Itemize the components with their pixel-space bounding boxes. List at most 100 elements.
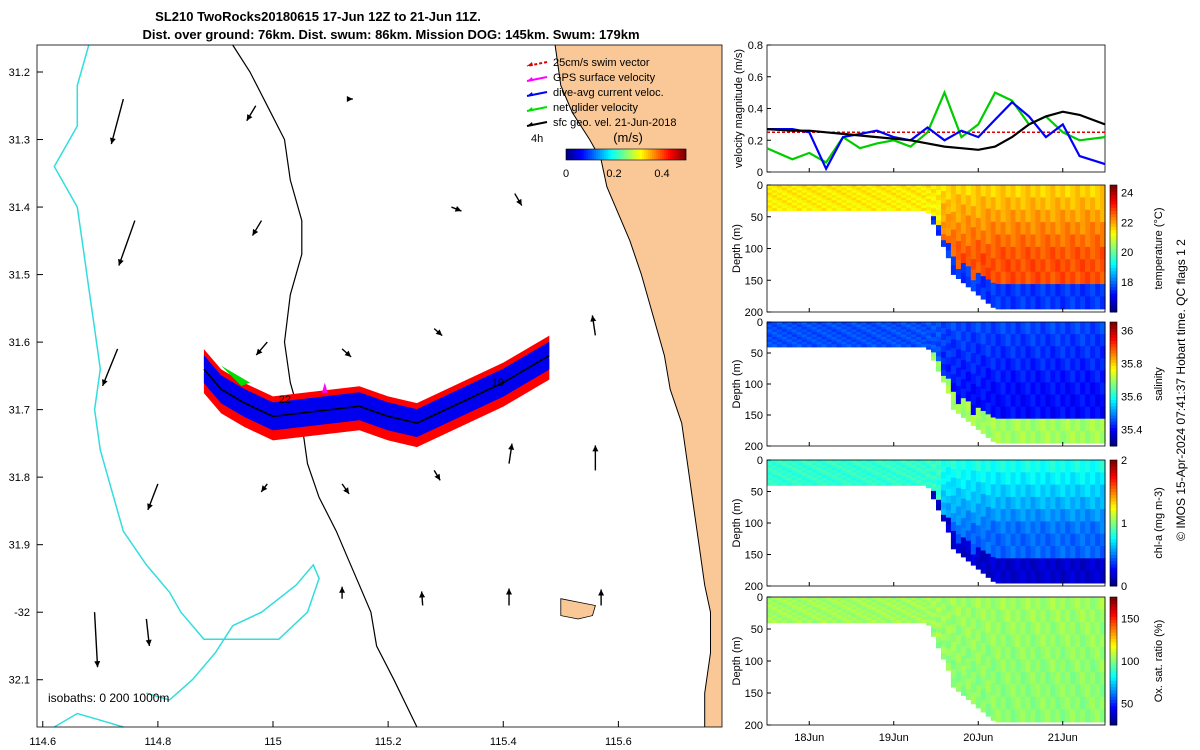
section-cell <box>891 460 897 464</box>
section-cell <box>1015 406 1022 420</box>
lon-tick-label: 115 <box>264 736 282 748</box>
section-cell <box>836 617 843 621</box>
section-cell <box>921 604 927 608</box>
section-cell <box>936 489 942 496</box>
section-cell <box>990 209 997 223</box>
section-cell <box>826 607 833 611</box>
section-cell <box>1045 570 1051 584</box>
colorbar-cell <box>598 149 601 160</box>
section-cell <box>931 620 937 626</box>
section-cell <box>801 467 808 471</box>
section-cell <box>791 324 798 328</box>
section-cell <box>995 382 1002 396</box>
section-cell <box>786 460 793 464</box>
section-cell <box>836 207 843 211</box>
section-cell <box>866 192 872 196</box>
section-cell <box>1050 322 1056 335</box>
section-cell <box>836 460 843 464</box>
section-cell <box>1095 696 1101 710</box>
section-cell <box>931 463 937 469</box>
section-cell <box>896 324 902 328</box>
section-cell <box>816 190 823 194</box>
section-cell <box>975 619 982 631</box>
section-cell <box>886 599 892 603</box>
section-cell <box>846 344 853 348</box>
section-cell <box>881 467 887 471</box>
section-cell <box>1065 597 1071 611</box>
section-cell <box>772 329 778 333</box>
section-cell <box>945 364 952 373</box>
section-cell <box>1045 209 1051 223</box>
colorbar-cell <box>642 149 645 160</box>
section-cell <box>856 604 863 608</box>
section-cell <box>846 207 853 211</box>
section-cell <box>851 331 858 335</box>
lat-tick-label: 31.5 <box>9 270 30 282</box>
section-cell <box>1090 346 1096 359</box>
section-cell <box>1060 284 1066 298</box>
section-cell <box>916 599 922 603</box>
section-cell <box>936 465 942 471</box>
colorbar-cell <box>1110 638 1117 643</box>
section-cell <box>970 404 977 416</box>
section-cell <box>1030 271 1036 285</box>
section-cell <box>985 208 992 221</box>
section-cell <box>891 207 897 211</box>
section-cell <box>831 341 838 345</box>
section-cell <box>801 185 808 189</box>
section-cell <box>1060 521 1066 535</box>
section-cell <box>806 602 813 606</box>
section-cell <box>1050 246 1056 260</box>
section-cell <box>926 204 932 208</box>
section-cell <box>821 339 828 343</box>
section-cell <box>941 609 947 617</box>
section-cell <box>941 634 947 641</box>
section-cell <box>901 329 907 333</box>
section-cell <box>1055 296 1061 310</box>
section-cell <box>911 477 917 481</box>
section-cell <box>960 233 967 245</box>
colorbar-cell <box>1110 696 1117 700</box>
colorbar-cell <box>1110 478 1117 483</box>
section-cell <box>851 607 858 611</box>
section-cell <box>1090 271 1096 285</box>
section-cell <box>841 480 848 484</box>
section-cell <box>821 192 828 196</box>
section-cell <box>826 614 833 619</box>
section-cell <box>916 190 922 194</box>
section-cell <box>841 336 848 340</box>
section-cell <box>985 279 992 292</box>
section-cell <box>841 477 848 481</box>
section-cell <box>980 561 987 574</box>
section-cell <box>786 462 793 466</box>
section-cell <box>1065 570 1071 584</box>
section-cell <box>1090 646 1096 660</box>
colorbar-tick-label: 24 <box>1121 187 1133 199</box>
section-cell <box>970 523 977 535</box>
colorbar-cell <box>630 149 633 160</box>
section-cell <box>1035 234 1041 248</box>
section-cell <box>1055 370 1061 384</box>
glider-track <box>203 335 550 448</box>
section-cell <box>1075 197 1081 211</box>
section-cell <box>821 207 828 211</box>
section-cell <box>955 331 962 341</box>
section-cell <box>1025 358 1032 371</box>
section-cell <box>886 470 892 474</box>
section-cell <box>911 192 917 196</box>
section-cell <box>911 482 917 486</box>
section-cell <box>871 480 877 484</box>
section-cell <box>1090 322 1096 335</box>
section-cell <box>776 614 783 619</box>
section-cell <box>1060 709 1066 723</box>
colorbar-cell <box>1110 368 1117 373</box>
section-cell <box>906 324 912 328</box>
section-cell <box>796 197 803 201</box>
section-cell <box>816 331 823 335</box>
section-cell <box>776 470 783 474</box>
section-cell <box>1040 646 1046 660</box>
section-cell <box>861 462 867 466</box>
section-cell <box>861 202 867 206</box>
section-cell <box>866 614 872 619</box>
section-cell <box>911 460 917 464</box>
